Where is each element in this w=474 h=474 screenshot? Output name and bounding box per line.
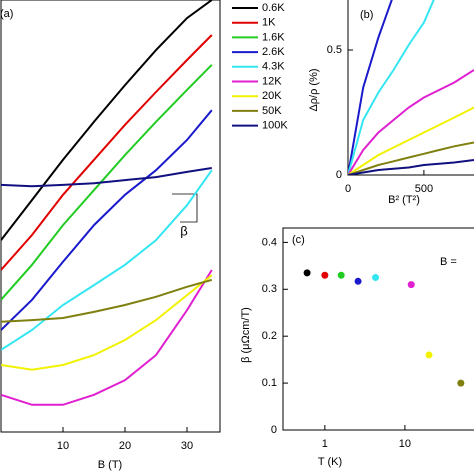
- x-tick-label: 20: [119, 440, 131, 452]
- note: B =: [440, 256, 457, 268]
- legend-label: 12K: [262, 75, 282, 87]
- y-axis-title: β (μΩcm/T): [240, 307, 252, 363]
- series-line: [1, 64, 213, 301]
- series-line: [1, 169, 213, 351]
- series-line: [1, 34, 213, 271]
- series-line: [348, 0, 393, 175]
- y-tick-label: 0.3: [262, 283, 277, 295]
- y-tick-label: 0.2: [262, 330, 277, 342]
- point: [321, 271, 329, 279]
- point: [407, 281, 415, 289]
- series-line: [1, 274, 213, 371]
- plot-frame: [347, 0, 474, 176]
- legend-label: 1.6K: [262, 31, 285, 43]
- x-tick-label: 10: [57, 440, 69, 452]
- x-axis-title: T (K): [318, 456, 342, 468]
- series-line: [348, 0, 435, 175]
- legend-label: 50K: [262, 105, 282, 117]
- series-group: [1, 0, 213, 406]
- legend-label: 2.6K: [262, 46, 285, 58]
- x-tick-label: 10: [399, 438, 411, 450]
- y-tick-label: 0.4: [262, 236, 277, 248]
- series-line: [1, 269, 213, 406]
- point: [337, 271, 345, 279]
- legend-label: 0.6K: [262, 2, 285, 14]
- x-tick-label: 1: [322, 438, 328, 450]
- point: [425, 351, 433, 359]
- panel-label: (c): [292, 234, 305, 246]
- plot-frame: [0, 0, 221, 433]
- legend-label: 1K: [262, 17, 276, 29]
- series-line: [348, 159, 474, 175]
- series-line: [1, 0, 213, 241]
- y-tick-label: 0: [336, 169, 342, 181]
- y-axis-title: Δρ/ρ (%): [308, 68, 320, 111]
- annotation-bracket: [172, 193, 198, 223]
- legend-label: 20K: [262, 90, 282, 102]
- x-axis-title: B (T): [98, 459, 122, 471]
- x-tick-label: 0: [345, 183, 351, 195]
- plot-frame: [282, 227, 474, 431]
- series-line: [1, 167, 212, 188]
- point: [372, 274, 380, 282]
- series-line: [348, 141, 474, 175]
- series-line: [348, 106, 474, 175]
- series-line: [1, 278, 213, 323]
- y-tick-label: 0: [271, 424, 277, 436]
- point: [303, 269, 311, 277]
- x-axis-title: B² (T²): [388, 194, 420, 206]
- legend-label: 4.3K: [262, 61, 285, 73]
- x-tick-label: 30: [181, 440, 193, 452]
- point: [457, 379, 465, 387]
- annotation: β: [180, 223, 187, 238]
- point: [354, 277, 362, 285]
- panel-label: (a): [0, 8, 13, 20]
- series-line: [348, 69, 474, 175]
- series-group: [348, 0, 474, 175]
- x-tick-label: 500: [415, 183, 433, 195]
- legend-label: 100K: [262, 120, 288, 132]
- y-tick-label: 0.1: [262, 377, 277, 389]
- series-line: [1, 109, 213, 331]
- panel-label: (b): [360, 9, 373, 21]
- y-tick-label: 0.5: [327, 44, 342, 56]
